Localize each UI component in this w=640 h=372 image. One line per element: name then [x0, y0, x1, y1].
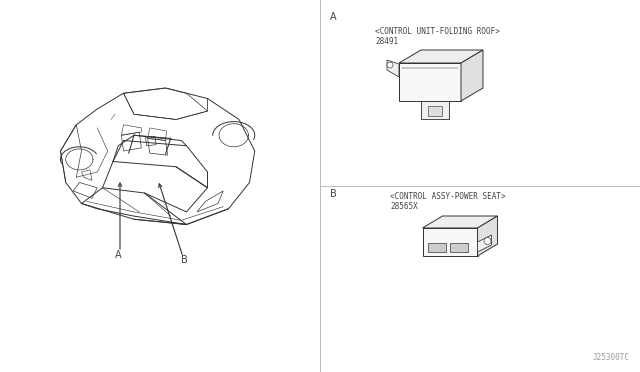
Polygon shape: [449, 243, 467, 252]
Text: B: B: [330, 189, 337, 199]
Circle shape: [484, 237, 491, 244]
Polygon shape: [399, 63, 461, 101]
Text: <CONTROL ASSY-POWER SEAT>: <CONTROL ASSY-POWER SEAT>: [390, 192, 506, 201]
Text: J25300TC: J25300TC: [593, 353, 630, 362]
Text: <CONTROL UNIT-FOLDING ROOF>: <CONTROL UNIT-FOLDING ROOF>: [375, 27, 500, 36]
Text: A: A: [115, 250, 122, 260]
Circle shape: [387, 62, 393, 68]
Text: 28565X: 28565X: [390, 202, 418, 211]
Polygon shape: [421, 101, 449, 119]
Text: A: A: [330, 12, 337, 22]
Polygon shape: [428, 243, 445, 252]
Polygon shape: [422, 228, 477, 256]
Polygon shape: [422, 216, 497, 228]
Polygon shape: [461, 50, 483, 101]
Polygon shape: [477, 235, 492, 252]
Polygon shape: [387, 60, 399, 77]
Polygon shape: [428, 106, 442, 116]
Text: B: B: [180, 255, 188, 265]
Polygon shape: [477, 216, 497, 256]
Polygon shape: [399, 50, 483, 63]
Text: 28491: 28491: [375, 37, 398, 46]
